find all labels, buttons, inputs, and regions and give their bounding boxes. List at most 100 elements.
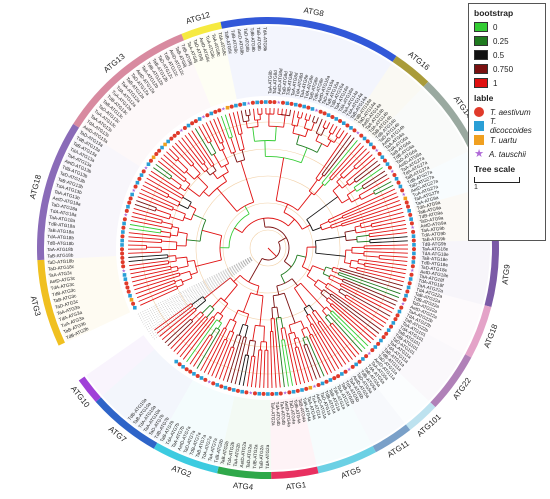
tree-branch	[179, 186, 186, 192]
tree-branch	[167, 321, 194, 347]
bootstrap-legend-item: 0.25	[474, 35, 540, 47]
tree-branch	[296, 117, 300, 127]
gap-dotted-line	[141, 257, 251, 321]
leaf-species-marker	[324, 379, 329, 384]
leaf-species-marker	[131, 301, 136, 306]
tree-branch	[242, 323, 249, 327]
leaf-species-marker	[310, 107, 315, 111]
leaf-species-marker	[234, 103, 238, 108]
tree-branch	[211, 297, 222, 308]
tree-branch	[185, 233, 188, 246]
tree-branch	[325, 316, 332, 325]
leaf-species-marker	[411, 260, 416, 264]
tree-branch	[224, 114, 233, 138]
leaf-label: TdB-ATG18e	[421, 260, 449, 268]
tree-branch	[155, 163, 173, 177]
leaf-label: TaB-ATG9a	[417, 205, 442, 215]
tree-branch	[134, 204, 156, 212]
tree-branch	[189, 334, 211, 365]
tree-branch	[198, 126, 209, 144]
tree-branch	[178, 203, 189, 210]
leaf-species-marker: ★	[312, 384, 317, 390]
tree-branch	[160, 157, 187, 180]
tree-branch	[177, 202, 181, 207]
leaf-label: TaA-ATG13b	[54, 189, 81, 201]
tree-branch	[357, 262, 365, 265]
leaf-label: AetD-ATG8b	[236, 29, 244, 56]
tree-branch	[217, 322, 222, 330]
leaf-species-marker	[387, 165, 392, 170]
group-sector-shade	[219, 396, 272, 470]
tree-branch	[173, 316, 206, 352]
leaf-label: TdA-ATG9b	[421, 231, 446, 238]
leaf-species-marker	[181, 364, 185, 369]
tree-branch	[306, 315, 312, 325]
tree-branch	[231, 151, 236, 154]
group-ring-segment	[316, 446, 376, 474]
tree-branch	[228, 113, 241, 151]
leaf-species-marker	[261, 391, 266, 396]
tree-branch	[343, 250, 347, 263]
leaf-label: AetD-ATG3c	[49, 275, 76, 284]
tree-branch	[379, 254, 408, 258]
tree-branch	[342, 280, 396, 306]
tree-branch	[259, 341, 262, 351]
tree-branch	[175, 256, 187, 259]
tree-scale-bar	[474, 177, 520, 183]
leaf-species-marker	[405, 289, 410, 294]
leaf-species-marker: ★	[207, 379, 212, 385]
tree-branch	[332, 184, 340, 192]
tree-branch	[201, 229, 222, 237]
tree-branch	[335, 128, 342, 137]
tree-branch	[131, 215, 162, 224]
tree-branch	[328, 314, 363, 352]
leaf-species-marker	[357, 359, 362, 364]
leaf-species-marker	[250, 100, 255, 105]
tree-branch	[220, 141, 224, 144]
tree-branch	[341, 192, 397, 217]
leaf-species-marker	[334, 117, 339, 121]
tree-branch	[343, 167, 356, 179]
tree-branch	[312, 323, 340, 369]
gap-dotted-line	[149, 259, 252, 334]
tree-branch	[315, 240, 317, 254]
tree-branch	[253, 108, 256, 121]
leaf-species-marker	[304, 386, 309, 391]
group-ring-segment	[37, 259, 65, 346]
leaf-species-marker: ★	[246, 101, 251, 107]
leaf-species-marker	[225, 105, 230, 110]
tree-branch	[311, 311, 320, 323]
leaf-species-marker	[274, 391, 279, 396]
tree-branch	[201, 305, 211, 314]
leaf-label: TaA-ATG3a	[56, 304, 80, 316]
group-ring-segment	[484, 239, 499, 308]
tree-branch	[296, 143, 318, 153]
leaf-label: TdA-ATG18e	[422, 251, 449, 257]
leaf-species-marker	[130, 192, 134, 197]
tree-branch	[364, 244, 408, 247]
tree-branch	[182, 277, 193, 283]
tree-branch	[292, 132, 306, 138]
tree-branch	[338, 291, 346, 297]
tree-branch	[129, 228, 161, 234]
tree-branch	[168, 148, 180, 159]
tree-branch	[310, 122, 315, 131]
leaf-species-marker: ★	[314, 108, 319, 114]
tree-branch	[342, 207, 403, 227]
leaf-species-marker	[380, 155, 385, 160]
tree-branch	[247, 126, 259, 129]
leaf-species-marker	[122, 273, 127, 277]
leaf-label: TaB-ATG18b	[47, 253, 74, 259]
leaf-label: TdA-ATG8c	[217, 32, 227, 57]
leaf-species-marker: ★	[347, 367, 352, 373]
tree-branch	[182, 317, 215, 360]
tree-branch	[176, 266, 179, 271]
tree-branch	[339, 283, 342, 286]
tree-branch	[301, 224, 311, 230]
leaf-label: TaB-ATG8b	[256, 27, 262, 51]
tree-branch	[331, 145, 364, 181]
tree-branch	[177, 159, 189, 171]
tree-branch	[369, 240, 408, 244]
tree-branch	[218, 346, 232, 380]
tree-branch	[321, 134, 352, 175]
